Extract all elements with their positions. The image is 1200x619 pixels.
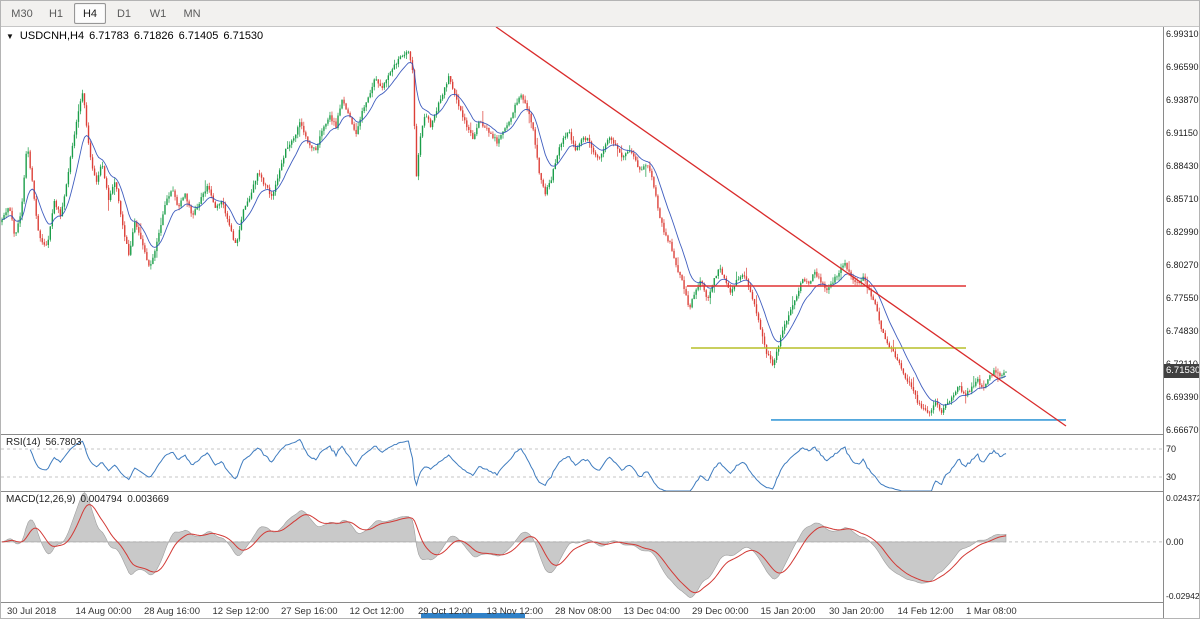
price-tick-label: 6.91150 <box>1166 128 1198 139</box>
one-click-trading-arrow-icon[interactable]: ▼ <box>6 31 14 41</box>
ohlc-low: 6.71405 <box>178 30 219 42</box>
price-tick-label: 6.74830 <box>1166 326 1199 336</box>
price-tick-label: 6.80270 <box>1166 260 1199 270</box>
price-tick-label: 6.72110 <box>1166 359 1198 370</box>
price-tick-label: 6.96590 <box>1166 62 1199 73</box>
price-tick-label: 6.82990 <box>1166 227 1199 238</box>
rsi-name: RSI(14) <box>6 437 41 448</box>
timeframe-toolbar: M30 H1 H4 D1 W1 MN <box>1 1 1199 27</box>
timeframe-button-d1[interactable]: D1 <box>116 7 132 20</box>
macd-name: MACD(12,26,9) <box>6 494 76 505</box>
macd-tick-max: 0.024372 <box>1166 493 1200 503</box>
macd-canvas <box>1 492 1163 599</box>
time-label: 15 Jan 20:00 <box>760 606 816 617</box>
macd-tick-min: -0.029423 <box>1166 591 1200 601</box>
time-label: 13 Dec 04:00 <box>623 606 681 617</box>
h-scrollbar-thumb[interactable] <box>421 613 525 618</box>
main-chart-panel[interactable]: ▼ USDCNH,H4 6.71783 6.71826 6.71405 6.71… <box>1 27 1163 435</box>
price-axis[interactable]: 6.99310 6.96590 6.93870 6.91150 6.88430 6.857… <box>1163 27 1200 618</box>
current-price-badge: 6.71530 <box>1164 364 1200 379</box>
ohlc-high: 6.71826 <box>133 30 174 42</box>
price-tick-label: 6.77550 <box>1166 293 1199 303</box>
time-label: 29 Dec 00:00 <box>692 606 749 617</box>
macd-label: MACD(12,26,9) 0.004794 0.003669 <box>6 494 174 505</box>
price-tick-label: 6.88430 <box>1166 161 1199 172</box>
macd-value-2: 0.003669 <box>127 494 169 505</box>
time-label: 14 Feb 12:00 <box>897 606 954 617</box>
rsi-tick-70: 70 <box>1166 444 1177 454</box>
ohlc-open: 6.71783 <box>89 30 129 42</box>
time-label: 13 Nov 12:00 <box>486 606 544 617</box>
time-label: 30 Jul 2018 <box>7 606 57 617</box>
time-label: 14 Aug 00:00 <box>75 606 132 617</box>
price-tick-label: 6.99310 <box>1166 29 1199 40</box>
timeframe-button-w1[interactable]: W1 <box>149 7 167 20</box>
timeframe-button-h1[interactable]: H1 <box>48 7 64 20</box>
macd-signal-line <box>1 504 1007 594</box>
rsi-canvas <box>1 438 1163 491</box>
price-tick-label: 6.93870 <box>1166 95 1199 106</box>
ohlc-close: 6.71530 <box>223 30 264 42</box>
timeframe-button-m30[interactable]: M30 <box>11 7 33 20</box>
macd-panel[interactable]: MACD(12,26,9) 0.004794 0.003669 <box>1 492 1163 603</box>
time-label: 12 Sep 12:00 <box>212 606 270 617</box>
descending-trendline[interactable] <box>495 27 1067 427</box>
timeframe-button-mn[interactable]: MN <box>183 7 201 20</box>
price-chart-canvas[interactable] <box>1 27 1163 434</box>
time-axis[interactable]: 30 Jul 2018 14 Aug 00:00 28 Aug 16:00 12 Se… <box>1 603 1163 618</box>
macd-value-1: 0.004794 <box>80 494 123 505</box>
symbol-timeframe-label: USDCNH,H4 <box>19 30 85 42</box>
rsi-panel[interactable]: RSI(14) 56.7803 <box>1 435 1163 492</box>
time-label: 1 Mar 08:00 <box>966 606 1017 617</box>
time-label: 30 Jan 20:00 <box>829 606 884 617</box>
chart-title: ▼ USDCNH,H4 6.71783 6.71826 6.71405 6.71… <box>6 30 263 42</box>
timeframe-button-h4[interactable]: H4 <box>74 3 106 24</box>
price-tick-label: 6.66670 <box>1166 424 1199 435</box>
time-label: 29 Oct 12:00 <box>418 606 473 617</box>
rsi-label: RSI(14) 56.7803 <box>6 437 87 448</box>
time-label: 27 Sep 16:00 <box>281 606 338 617</box>
macd-histogram <box>1 492 1007 599</box>
moving-average-line[interactable] <box>1 62 1007 406</box>
macd-tick-zero: 0.00 <box>1166 536 1184 547</box>
time-label: 28 Aug 16:00 <box>144 606 200 617</box>
price-tick-label: 6.69390 <box>1166 392 1199 402</box>
time-label: 12 Oct 12:00 <box>349 606 404 617</box>
candles-layer <box>1 50 1007 417</box>
rsi-tick-30: 30 <box>1166 472 1177 482</box>
rsi-line <box>29 438 1007 491</box>
rsi-value: 56.7803 <box>45 437 82 448</box>
time-label: 28 Nov 08:00 <box>555 606 612 617</box>
price-tick-label: 6.85710 <box>1166 194 1199 205</box>
